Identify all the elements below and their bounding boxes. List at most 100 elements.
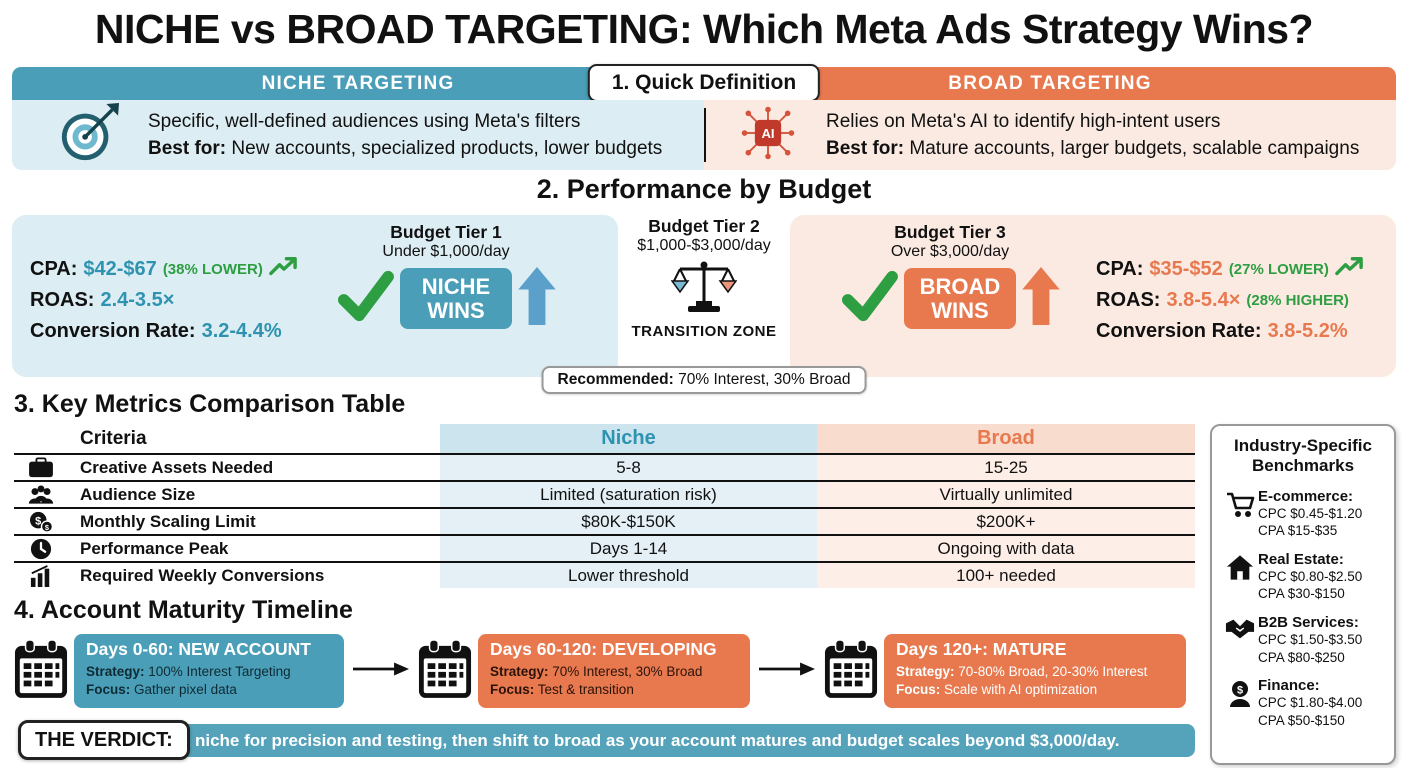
arrow-right-icon — [353, 661, 409, 681]
definition-divider — [704, 108, 706, 162]
cr-label: Conversion Rate: — [30, 320, 196, 342]
broad-column-header: Broad — [817, 424, 1195, 453]
niche-header-label: NICHE TARGETING — [261, 72, 455, 94]
table-row: Performance Peak Days 1-14 Ongoing with … — [14, 534, 1195, 561]
cpa-note: (38% LOWER) — [162, 261, 263, 278]
tier1-subtitle: Under $1,000/day — [382, 243, 510, 260]
cpa-note: (27% LOWER) — [1228, 261, 1329, 278]
cpa-value: $35-$52 — [1149, 258, 1223, 280]
broad-definition-text: Relies on Meta's AI to identify high-int… — [826, 108, 1359, 162]
broad-wins-badge: BROAD WINS — [904, 267, 1016, 330]
svg-text:$: $ — [45, 522, 49, 531]
clock-icon — [26, 538, 56, 560]
trend-up-icon — [269, 257, 297, 282]
cpa-label: CPA: — [1096, 258, 1144, 280]
niche-definition-line1: Specific, well-defined audiences using M… — [148, 111, 581, 132]
benchmark-item: E-commerce: CPC $0.45-$1.20 CPA $15-$35 — [1222, 488, 1384, 540]
svg-text:$: $ — [1237, 685, 1243, 697]
timeline-stage-new-account: Days 0-60: NEW ACCOUNT Strategy: 100% In… — [74, 634, 344, 708]
ai-chip-icon: AI — [738, 103, 798, 168]
broad-roas-line: ROAS: 3.8-5.4× (28% HIGHER) — [1096, 285, 1363, 316]
niche-best-for-text: New accounts, specialized products, lowe… — [231, 138, 663, 159]
up-arrow-icon — [1022, 267, 1060, 330]
section-1-title: 1. Quick Definition — [587, 64, 821, 102]
broad-performance-panel — [790, 215, 1396, 377]
house-icon — [1222, 551, 1258, 603]
svg-text:AI: AI — [761, 126, 774, 141]
roas-label: ROAS: — [30, 289, 95, 311]
timeline-heading: 4. Account Maturity Timeline — [14, 596, 353, 624]
niche-roas-line: ROAS: 2.4-3.5× — [30, 285, 297, 316]
verdict-section: Start niche for precision and testing, t… — [18, 720, 1195, 760]
broad-metrics: CPA: $35-$52 (27% LOWER) ROAS: 3.8-5.4× … — [1096, 254, 1363, 347]
roas-value: 2.4-3.5× — [100, 289, 175, 311]
timeline-stage-mature: Days 120+: MATURE Strategy: 70-80% Broad… — [884, 634, 1186, 708]
budget-tier-3: Budget Tier 3 Over $3,000/day BROAD WINS — [818, 222, 1082, 330]
benchmarks-heading: Industry-Specific Benchmarks — [1234, 436, 1372, 476]
niche-metrics: CPA: $42-$67 (38% LOWER) ROAS: 2.4-3.5× … — [30, 254, 297, 347]
benchmark-item: $ Finance: CPC $1.80-$4.00 CPA $50-$150 — [1222, 677, 1384, 729]
tier3-title: Budget Tier 3 — [894, 222, 1006, 242]
cr-value: 3.8-5.2% — [1267, 320, 1348, 342]
audience-icon — [26, 484, 56, 506]
up-arrow-icon — [518, 267, 556, 330]
cpa-label: CPA: — [30, 258, 78, 280]
check-icon — [840, 269, 898, 328]
table-header-row: Criteria Niche Broad — [14, 424, 1195, 453]
niche-definition: Specific, well-defined audiences using M… — [12, 100, 704, 170]
check-icon — [336, 269, 394, 328]
benchmark-item: B2B Services: CPC $1.50-$3.50 CPA $80-$2… — [1222, 614, 1384, 666]
recommendation-text: 70% Interest, 30% Broad — [678, 371, 851, 388]
niche-performance-panel — [12, 215, 618, 377]
arrow-right-icon — [759, 661, 815, 681]
budget-tier-1: Budget Tier 1 Under $1,000/day NICHE WIN… — [330, 222, 562, 330]
industry-benchmarks-panel: Industry-Specific Benchmarks E-commerce:… — [1210, 424, 1396, 765]
niche-wins-badge: NICHE WINS — [400, 267, 512, 330]
definition-row: Specific, well-defined audiences using M… — [12, 100, 1396, 170]
recommendation-label: Recommended: — [557, 371, 674, 388]
trend-up-icon — [1335, 257, 1363, 282]
table-row: Audience Size Limited (saturation risk) … — [14, 480, 1195, 507]
briefcase-icon — [26, 456, 56, 479]
performance-section: CPA: $42-$67 (38% LOWER) ROAS: 2.4-3.5× … — [0, 212, 1408, 408]
tier3-subtitle: Over $3,000/day — [890, 243, 1010, 260]
broad-header-label: BROAD TARGETING — [948, 72, 1152, 94]
timeline-stage-developing: Days 60-120: DEVELOPING Strategy: 70% In… — [478, 634, 750, 708]
cr-value: 3.2-4.4% — [201, 320, 282, 342]
niche-cpa-line: CPA: $42-$67 (38% LOWER) — [30, 254, 297, 285]
benchmark-item: Real Estate: CPC $0.80-$2.50 CPA $30-$15… — [1222, 551, 1384, 603]
roas-value: 3.8-5.4× — [1166, 289, 1241, 311]
verdict-text-bar: Start niche for precision and testing, t… — [76, 724, 1195, 757]
metrics-comparison-table: Criteria Niche Broad Creative Assets Nee… — [14, 424, 1195, 588]
transition-zone-label: TRANSITION ZONE — [631, 323, 777, 340]
verdict-text: Start niche for precision and testing, t… — [151, 730, 1120, 750]
definition-header-bar: NICHE TARGETING BROAD TARGETING 1. Quick… — [12, 64, 1396, 102]
table-row: Required Weekly Conversions Lower thresh… — [14, 561, 1195, 588]
svg-text:$: $ — [35, 515, 41, 527]
performance-heading: 2. Performance by Budget — [536, 174, 872, 204]
niche-cr-line: Conversion Rate: 3.2-4.4% — [30, 316, 297, 347]
broad-definition-line1: Relies on Meta's AI to identify high-int… — [826, 111, 1221, 132]
table-heading: 3. Key Metrics Comparison Table — [14, 390, 406, 418]
dollar-coins-icon: $ $ — [26, 511, 56, 533]
broad-cr-line: Conversion Rate: 3.8-5.2% — [1096, 316, 1363, 347]
tier1-title: Budget Tier 1 — [390, 222, 502, 242]
roas-note: (28% HIGHER) — [1246, 292, 1349, 309]
table-row: $ $ Monthly Scaling Limit $80K-$150K $200… — [14, 507, 1195, 534]
tier2-title: Budget Tier 2 — [648, 216, 760, 236]
broad-best-for-label: Best for: — [826, 138, 905, 159]
table-row: Creative Assets Needed 5-8 15-25 — [14, 453, 1195, 480]
finance-icon: $ — [1222, 677, 1258, 729]
page-title: NICHE vs BROAD TARGETING: Which Meta Ads… — [94, 6, 1314, 52]
broad-definition: AI Relies on Meta's AI to identify high-… — [704, 100, 1396, 170]
tier2-subtitle: $1,000-$3,000/day — [637, 237, 771, 254]
cr-label: Conversion Rate: — [1096, 320, 1262, 342]
cart-icon — [1222, 488, 1258, 540]
niche-definition-text: Specific, well-defined audiences using M… — [148, 108, 662, 162]
criteria-column-header: Criteria — [80, 427, 147, 449]
budget-tier-2: Budget Tier 2 $1,000-$3,000/day TRA — [610, 216, 798, 340]
target-icon — [58, 102, 120, 169]
broad-best-for-text: Mature accounts, larger budgets, scalabl… — [909, 138, 1360, 159]
calendar-icon — [418, 638, 472, 704]
